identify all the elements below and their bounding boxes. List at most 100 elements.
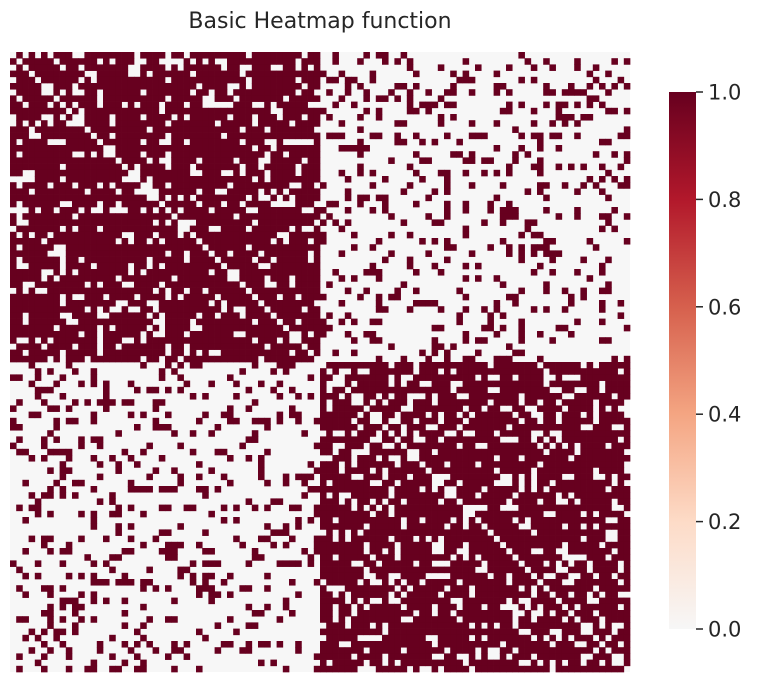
heatmap-cell <box>28 306 36 313</box>
heatmap-cell <box>177 213 184 220</box>
heatmap-cell <box>34 504 42 512</box>
heatmap-cell <box>28 504 36 512</box>
heatmap-cell <box>28 312 36 319</box>
heatmap-cell <box>506 200 513 208</box>
heatmap-cell <box>34 368 42 375</box>
heatmap-cell <box>103 269 110 276</box>
heatmap-cell <box>10 145 17 152</box>
heatmap-cell <box>487 448 494 456</box>
heatmap-cell <box>388 479 395 487</box>
heatmap-cell <box>437 442 445 450</box>
heatmap-cell <box>456 659 463 667</box>
heatmap-cell <box>599 479 606 487</box>
heatmap-cell <box>127 548 135 555</box>
heatmap-cell <box>109 83 116 90</box>
heatmap-cell <box>574 492 581 499</box>
heatmap-cell <box>202 300 209 307</box>
heatmap-cell <box>493 597 501 605</box>
heatmap-cell <box>400 486 408 493</box>
heatmap-cell <box>227 157 234 164</box>
heatmap-cell <box>369 548 377 555</box>
heatmap-cell <box>580 498 587 505</box>
heatmap-cell <box>382 597 389 605</box>
heatmap-cell <box>196 591 203 598</box>
heatmap-cell <box>320 405 327 412</box>
heatmap-cell <box>543 101 550 109</box>
heatmap-cell <box>623 324 631 332</box>
heatmap-cell <box>251 132 259 140</box>
heatmap-cell <box>171 238 178 245</box>
heatmap-cell <box>158 337 166 344</box>
heatmap-cell <box>506 523 513 530</box>
heatmap-cell <box>146 169 153 177</box>
heatmap-cell <box>196 250 203 257</box>
heatmap-cell <box>28 114 36 121</box>
heatmap-cell <box>22 95 29 102</box>
heatmap-cell <box>47 293 54 301</box>
heatmap-cell <box>127 287 135 295</box>
heatmap-cell <box>419 424 426 431</box>
heatmap-cell <box>196 461 203 468</box>
heatmap-cell <box>282 70 290 78</box>
heatmap-cell <box>568 417 575 425</box>
heatmap-cell <box>487 318 494 326</box>
heatmap-cell <box>332 200 339 208</box>
heatmap-cell <box>475 430 482 437</box>
heatmap-cell <box>388 293 395 301</box>
heatmap-cell <box>202 176 209 183</box>
heatmap-cell <box>487 498 494 505</box>
heatmap-cell <box>196 114 203 121</box>
heatmap-cell <box>41 331 48 338</box>
heatmap-cell <box>239 349 246 357</box>
heatmap-cell <box>227 225 234 233</box>
heatmap-cell <box>251 138 259 146</box>
heatmap-cell <box>586 479 594 487</box>
heatmap-cell <box>103 324 110 332</box>
heatmap-cell <box>499 207 507 214</box>
heatmap-cell <box>270 244 277 251</box>
heatmap-cell <box>270 76 277 84</box>
heatmap-cell <box>202 89 209 96</box>
heatmap-cell <box>289 405 296 412</box>
heatmap-cell <box>165 176 172 183</box>
heatmap-cell <box>524 585 532 592</box>
heatmap-cell <box>103 579 110 586</box>
heatmap-cell <box>90 380 98 388</box>
heatmap-cell <box>239 324 246 332</box>
heatmap-cell <box>313 83 321 90</box>
heatmap-cell <box>450 114 457 121</box>
heatmap-cell <box>65 324 73 332</box>
heatmap-cell <box>134 269 141 276</box>
heatmap-cell <box>84 244 91 251</box>
heatmap-cell <box>437 504 445 512</box>
heatmap-cell <box>65 337 73 344</box>
heatmap-cell <box>72 207 79 214</box>
heatmap-cell <box>264 355 271 363</box>
heatmap-cell <box>580 448 587 456</box>
heatmap-cell <box>450 659 457 667</box>
heatmap-cell <box>270 151 277 158</box>
heatmap-cell <box>152 52 160 59</box>
heatmap-cell <box>351 368 358 375</box>
heatmap-cell <box>152 281 160 288</box>
heatmap-cell <box>258 76 265 84</box>
heatmap-cell <box>189 504 197 512</box>
heatmap-cell <box>146 566 153 574</box>
heatmap-cell <box>171 126 178 133</box>
heatmap-cell <box>549 368 556 375</box>
heatmap-cell <box>84 324 91 332</box>
heatmap-cell <box>65 126 73 133</box>
heatmap-cell <box>537 566 544 574</box>
heatmap-cell <box>189 101 197 109</box>
heatmap-cell <box>338 399 346 406</box>
heatmap-cell <box>400 355 408 363</box>
heatmap-cell <box>47 219 54 226</box>
heatmap-cell <box>103 306 110 313</box>
heatmap-cell <box>561 535 569 543</box>
heatmap-cell <box>146 616 153 623</box>
heatmap-cell <box>109 219 116 226</box>
heatmap-cell <box>22 83 29 90</box>
heatmap-cell <box>59 151 67 158</box>
heatmap-cell <box>189 107 197 115</box>
heatmap-cell <box>338 145 346 152</box>
